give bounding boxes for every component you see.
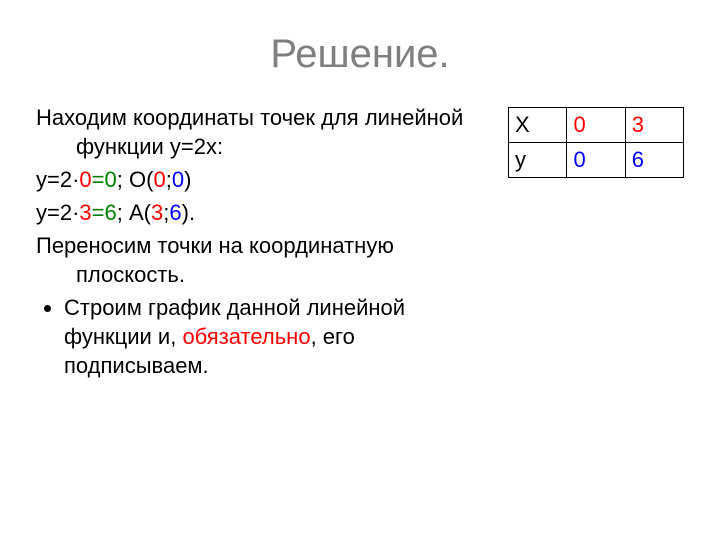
l2-p7: 0 — [172, 167, 184, 192]
xy-table: Х 0 3 у 0 6 — [508, 107, 684, 178]
calc-line-1: у=2·0=0; О(0;0) — [36, 165, 476, 194]
l3-p8: ). — [182, 200, 195, 225]
l2-p8: ) — [184, 167, 191, 192]
transfer-line: Переносим точки на координатную плоскост… — [36, 231, 476, 289]
table-row: у 0 6 — [509, 143, 684, 178]
cell-x-1: 3 — [625, 108, 683, 143]
bullet-item: Строим график данной линейной функции и,… — [64, 293, 476, 380]
l3-p4: ; А( — [117, 200, 151, 225]
intro-part-a: Находим координаты точек для — [36, 105, 359, 130]
l2-p1: у=2· — [36, 167, 79, 192]
l3-p3: =6 — [92, 200, 117, 225]
l3-p1: у=2· — [36, 200, 79, 225]
slide: Решение. Находим координаты точек для ли… — [0, 0, 720, 540]
l3-p5: 3 — [151, 200, 163, 225]
cell-x-label: Х — [509, 108, 567, 143]
intro-line: Находим координаты точек для линейной фу… — [36, 103, 476, 161]
slide-title: Решение. — [36, 32, 684, 77]
l4a: Переносим точки на координатную — [36, 233, 394, 258]
l2-p4: ; О( — [117, 167, 154, 192]
l3-p2: 3 — [79, 200, 91, 225]
table-row: Х 0 3 — [509, 108, 684, 143]
cell-x-0: 0 — [567, 108, 625, 143]
cell-y-0: 0 — [567, 143, 625, 178]
text-column: Находим координаты точек для линейной фу… — [36, 103, 476, 380]
bullet-p2: обязательно — [182, 324, 310, 349]
l2-p3: =0 — [92, 167, 117, 192]
bullet-list: Строим график данной линейной функции и,… — [36, 293, 476, 380]
l2-p5: 0 — [153, 167, 165, 192]
cell-y-label: у — [509, 143, 567, 178]
table-column: Х 0 3 у 0 6 — [508, 107, 684, 178]
l2-p2: 0 — [79, 167, 91, 192]
calc-line-2: у=2·3=6; А(3;6). — [36, 198, 476, 227]
l3-p7: 6 — [169, 200, 181, 225]
l4b: плоскость. — [76, 262, 185, 287]
body-row: Находим координаты точек для линейной фу… — [36, 103, 684, 380]
cell-y-1: 6 — [625, 143, 683, 178]
